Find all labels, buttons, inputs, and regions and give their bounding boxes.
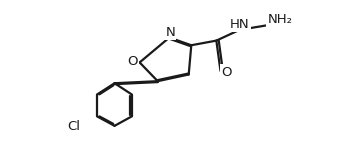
Text: O: O: [221, 66, 232, 79]
Text: NH₂: NH₂: [267, 13, 292, 26]
Text: Cl: Cl: [68, 120, 81, 133]
Text: N: N: [165, 26, 175, 39]
Text: HN: HN: [230, 18, 250, 31]
Text: O: O: [127, 55, 137, 68]
